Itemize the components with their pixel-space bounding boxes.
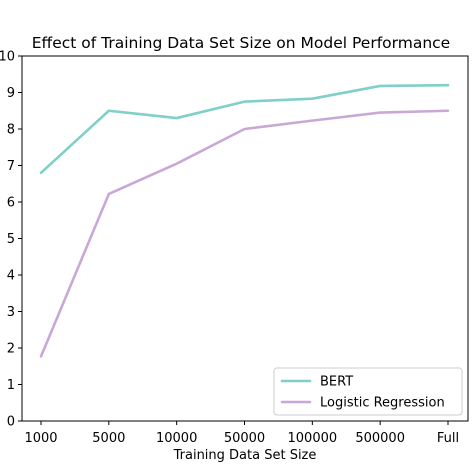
- x-tick-label: 5000: [92, 431, 125, 446]
- x-tick-label: 100000: [288, 431, 338, 446]
- y-tick-label: 5: [7, 232, 15, 247]
- y-axis-ticks: 0 1 2 3 4 5 6 7 8 9 10: [0, 50, 22, 430]
- y-tick-label: 3: [7, 305, 15, 320]
- x-tick-label: 50000: [224, 431, 265, 446]
- y-tick-label: 4: [7, 269, 15, 284]
- y-tick-label: 1: [7, 378, 15, 393]
- y-tick-label: 8: [7, 123, 15, 138]
- legend-label-0: BERT: [320, 375, 353, 390]
- x-tick-label: Full: [437, 431, 459, 446]
- y-tick-label: 2: [7, 342, 15, 357]
- series-line-0: [39, 83, 450, 175]
- x-tick-label: 1000: [24, 431, 57, 446]
- legend: BERT Logistic Regression: [273, 367, 463, 416]
- series-layer: [39, 83, 450, 358]
- x-axis-label: Training Data Set Size: [173, 448, 317, 463]
- chart-title: Effect of Training Data Set Size on Mode…: [32, 34, 450, 52]
- x-axis-ticks: 1000 5000 10000 50000 100000 500000 Full: [24, 421, 459, 446]
- y-tick-label: 6: [7, 196, 15, 211]
- y-tick-label: 10: [0, 50, 15, 65]
- y-tick-label: 7: [7, 159, 15, 174]
- y-tick-label: 9: [7, 86, 15, 101]
- y-tick-label: 0: [7, 415, 15, 430]
- x-tick-label: 10000: [156, 431, 197, 446]
- series-line-1: [39, 109, 450, 358]
- x-tick-label: 500000: [355, 431, 405, 446]
- plot-area-frame: [21, 55, 469, 422]
- legend-label-1: Logistic Regression: [320, 396, 445, 411]
- legend-box: [273, 367, 463, 416]
